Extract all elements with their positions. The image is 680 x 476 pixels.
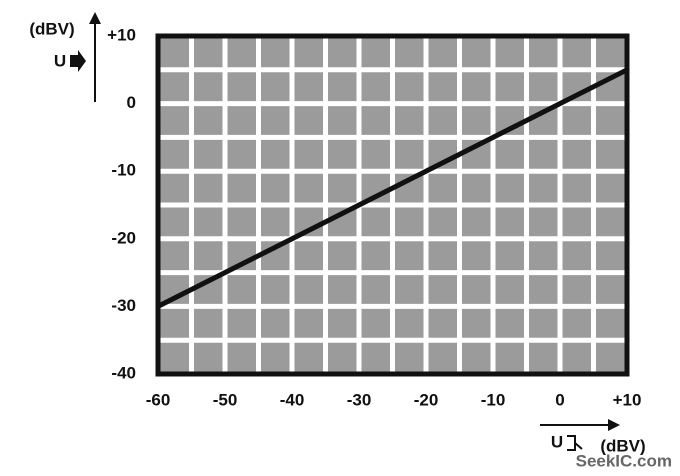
marks: [156, 67, 629, 309]
x-tick-label: -40: [280, 390, 305, 409]
y-tick-label: +10: [107, 25, 136, 44]
y-tick-label: -20: [111, 228, 136, 247]
y-tick-label: -30: [111, 296, 136, 315]
x-tick-label: -10: [481, 390, 506, 409]
input-icon: [567, 435, 583, 451]
x-tick-label: +10: [613, 390, 642, 409]
output-icon: [70, 50, 86, 72]
data-line: [156, 67, 629, 309]
x-tick-label: 0: [555, 390, 564, 409]
plot-border: [155, 33, 630, 377]
x-tick-label: -50: [213, 390, 238, 409]
x-tick-label: -20: [414, 390, 439, 409]
x-axis-symbol: U: [551, 432, 563, 451]
watermark: SeekIC.com: [576, 451, 672, 470]
y-arrow-head: [89, 12, 101, 24]
x-axis-unit: (dBV): [600, 436, 645, 455]
x-tick-label: -60: [146, 390, 171, 409]
y-axis-symbol: U: [54, 51, 66, 70]
y-axis-unit: (dBV): [29, 19, 74, 38]
y-tick-label: 0: [127, 93, 136, 112]
x-tick-label: -30: [347, 390, 372, 409]
x-arrow-head: [608, 419, 620, 431]
y-tick-label: -40: [111, 363, 136, 382]
y-tick-label: -10: [111, 161, 136, 180]
